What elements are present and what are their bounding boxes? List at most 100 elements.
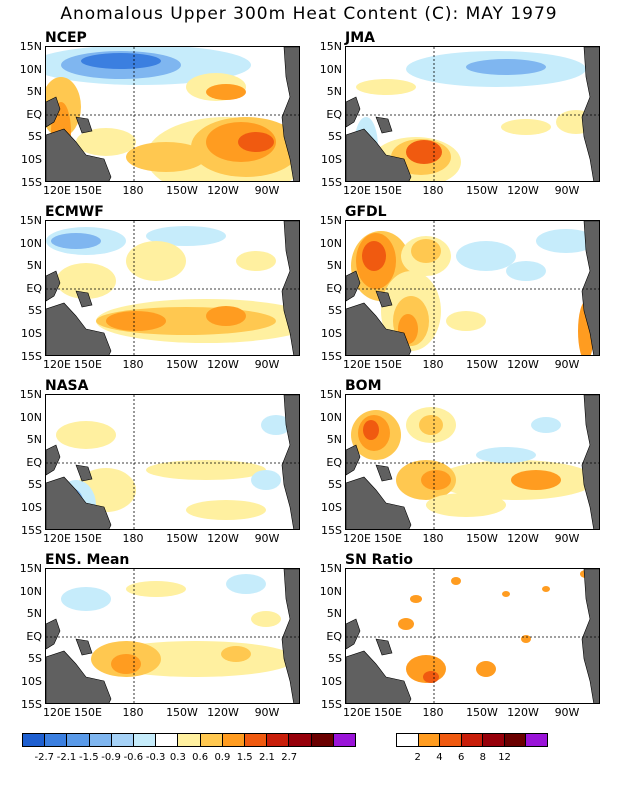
colorbar-sn-ratio: [396, 733, 548, 747]
colorbar-swatch: [222, 734, 246, 746]
colorbar-tick-label: 2.1: [258, 752, 275, 763]
lat-label: 10S: [321, 153, 342, 166]
land-mass: [46, 444, 61, 476]
anomaly-contour: [251, 470, 281, 490]
land-mass: [375, 464, 393, 482]
lat-label: 15N: [19, 40, 42, 53]
panel-title: SN Ratio: [345, 552, 414, 568]
colorbar-swatch: [526, 734, 548, 746]
lon-label: 150E: [74, 706, 102, 719]
colorbar-swatch: [45, 734, 68, 746]
figure-title: Anomalous Upper 300m Heat Content (C): M…: [60, 4, 558, 24]
colorbar-swatch: [200, 734, 223, 746]
colorbar-tick-label: 6: [457, 752, 465, 763]
lon-label: 150W: [466, 358, 498, 371]
colorbar-tick-label: -1.5: [79, 752, 99, 763]
land-mass: [346, 444, 361, 476]
anomaly-contour: [456, 241, 516, 271]
land-mass: [281, 395, 299, 529]
lat-label: 5N: [26, 607, 42, 621]
colorbar-swatch: [461, 734, 484, 746]
land-mass: [46, 618, 61, 650]
anomaly-contour: [206, 306, 246, 326]
map-plot: [345, 394, 600, 530]
lat-label: 5N: [326, 259, 342, 273]
land-mass: [581, 221, 599, 355]
colorbar-tick-label: 2.7: [281, 752, 298, 763]
anomaly-map: [46, 47, 299, 181]
lon-label: 150E: [374, 706, 402, 719]
lat-label: EQ: [326, 281, 342, 295]
panel-title: NCEP: [45, 30, 87, 46]
colorbar-swatch: [397, 734, 419, 746]
colorbar-tick-label: 0.9: [214, 752, 231, 763]
lat-label: 15N: [19, 562, 42, 575]
lat-label: 10N: [319, 236, 342, 250]
lat-label: 5S: [28, 304, 42, 318]
colorbar-swatch: [483, 734, 505, 746]
colorbar-tick-label: -2.1: [56, 752, 77, 763]
map-plot: [345, 220, 600, 356]
anomaly-contour: [362, 241, 386, 271]
lat-label: 10N: [19, 236, 42, 250]
panel-title: ENS. Mean: [45, 552, 130, 568]
lat-label: 15S: [21, 523, 42, 537]
land-mass: [75, 116, 93, 134]
anomaly-map: [346, 47, 599, 181]
lon-label: 120W: [207, 358, 239, 371]
land-mass: [281, 569, 299, 703]
lon-label: 90W: [254, 358, 280, 371]
lat-label: 10S: [321, 501, 342, 514]
colorbar-tick-label: 0.3: [169, 752, 186, 763]
lon-label: 150W: [166, 358, 198, 371]
lon-label: 180: [122, 706, 144, 719]
land-mass: [581, 569, 599, 703]
land-mass: [346, 650, 412, 703]
lon-label: 120E: [343, 358, 371, 371]
lon-label: 180: [122, 532, 144, 545]
anomaly-map: [346, 569, 599, 703]
lon-label: 150W: [466, 184, 498, 197]
colorbar-swatch: [134, 734, 157, 746]
colorbar-tick-label: 12: [498, 752, 511, 763]
lat-label: 15S: [321, 175, 342, 189]
lat-label: 15N: [319, 214, 342, 227]
lon-label: 120E: [43, 532, 71, 545]
colorbar-main: [22, 733, 356, 747]
colorbar-swatch: [267, 734, 290, 746]
land-mass: [375, 638, 393, 656]
panel-title: ECMWF: [45, 204, 104, 220]
land-mass: [375, 116, 393, 134]
lon-label: 150E: [374, 184, 402, 197]
colorbar-swatch: [418, 734, 441, 746]
lon-label: 150E: [74, 532, 102, 545]
anomaly-contour: [76, 128, 136, 156]
lat-label: 10N: [319, 62, 342, 76]
anomaly-contour: [226, 574, 266, 594]
lat-label: 15S: [21, 349, 42, 363]
lon-label: 90W: [554, 532, 580, 545]
land-mass: [46, 96, 61, 128]
lat-label: 15S: [321, 523, 342, 537]
lon-label: 90W: [254, 532, 280, 545]
lon-label: 180: [422, 706, 444, 719]
land-mass: [346, 128, 412, 181]
anomaly-contour: [411, 239, 441, 263]
anomaly-map: [46, 395, 299, 529]
anomaly-contour: [146, 226, 226, 246]
colorbar-swatch: [89, 734, 112, 746]
anomaly-contour: [451, 577, 461, 585]
anomaly-contour: [221, 646, 251, 662]
lat-label: 5S: [328, 652, 342, 666]
colorbar-tick-label: -0.9: [101, 752, 121, 763]
anomaly-contour: [126, 241, 186, 281]
lon-label: 180: [122, 184, 144, 197]
lat-label: 10S: [21, 501, 42, 514]
colorbar-swatch: [67, 734, 90, 746]
lat-label: 15S: [21, 175, 42, 189]
lat-label: 15N: [319, 388, 342, 401]
lon-label: 150E: [374, 358, 402, 371]
lon-label: 180: [422, 358, 444, 371]
land-mass: [75, 638, 93, 656]
anomaly-contour: [51, 233, 101, 249]
